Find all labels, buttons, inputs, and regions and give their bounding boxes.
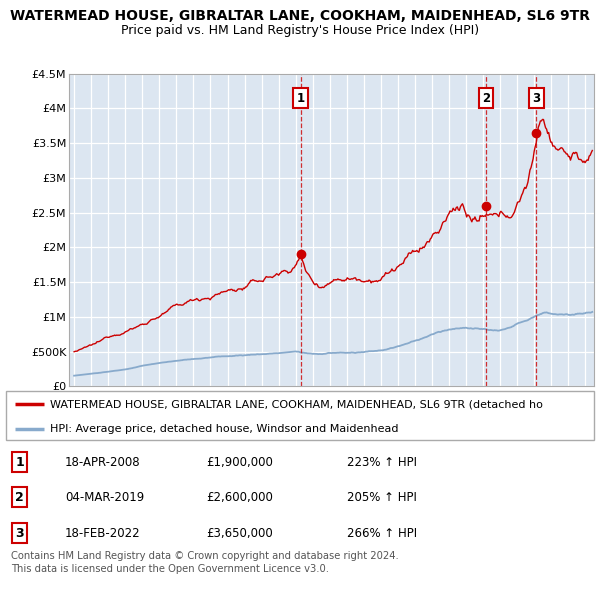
Text: 266% ↑ HPI: 266% ↑ HPI [347, 527, 417, 540]
Text: 18-APR-2008: 18-APR-2008 [65, 455, 140, 468]
Text: 2: 2 [482, 91, 490, 104]
Text: 1: 1 [15, 455, 24, 468]
Text: £1,900,000: £1,900,000 [206, 455, 273, 468]
Text: 3: 3 [532, 91, 541, 104]
Text: WATERMEAD HOUSE, GIBRALTAR LANE, COOKHAM, MAIDENHEAD, SL6 9TR: WATERMEAD HOUSE, GIBRALTAR LANE, COOKHAM… [10, 9, 590, 23]
Text: 04-MAR-2019: 04-MAR-2019 [65, 490, 144, 504]
Text: This data is licensed under the Open Government Licence v3.0.: This data is licensed under the Open Gov… [11, 564, 329, 574]
Text: 1: 1 [296, 91, 305, 104]
Text: 205% ↑ HPI: 205% ↑ HPI [347, 490, 417, 504]
Text: £3,650,000: £3,650,000 [206, 527, 272, 540]
Text: Price paid vs. HM Land Registry's House Price Index (HPI): Price paid vs. HM Land Registry's House … [121, 24, 479, 37]
Text: £2,600,000: £2,600,000 [206, 490, 273, 504]
Text: 3: 3 [15, 527, 24, 540]
Text: Contains HM Land Registry data © Crown copyright and database right 2024.: Contains HM Land Registry data © Crown c… [11, 551, 398, 561]
Text: 18-FEB-2022: 18-FEB-2022 [65, 527, 140, 540]
Text: 223% ↑ HPI: 223% ↑ HPI [347, 455, 417, 468]
Text: WATERMEAD HOUSE, GIBRALTAR LANE, COOKHAM, MAIDENHEAD, SL6 9TR (detached ho: WATERMEAD HOUSE, GIBRALTAR LANE, COOKHAM… [50, 399, 543, 409]
Text: HPI: Average price, detached house, Windsor and Maidenhead: HPI: Average price, detached house, Wind… [50, 424, 398, 434]
Text: 2: 2 [15, 490, 24, 504]
